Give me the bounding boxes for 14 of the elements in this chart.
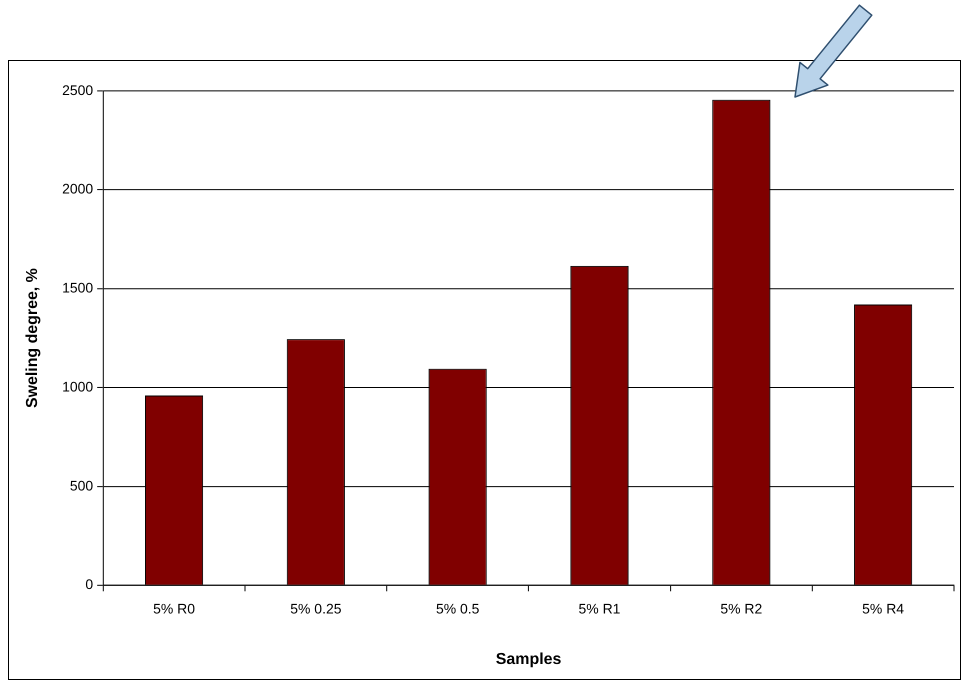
x-axis-title: Samples bbox=[496, 650, 562, 668]
y-tick-label: 500 bbox=[70, 477, 94, 494]
y-tick-label: 2500 bbox=[62, 82, 94, 98]
x-tick-label: 5% 0.5 bbox=[436, 600, 480, 616]
x-tick-label: 5% R1 bbox=[578, 600, 621, 616]
y-tick-label: 1000 bbox=[62, 378, 94, 394]
y-tick-label: 2000 bbox=[62, 180, 94, 197]
x-tick-label: 5% R0 bbox=[153, 600, 196, 616]
y-tick-label: 1500 bbox=[62, 280, 94, 296]
x-tick-label: 5% R4 bbox=[862, 600, 904, 616]
y-tick-label: 0 bbox=[85, 576, 94, 592]
x-tick-label: 5% R2 bbox=[720, 600, 762, 616]
x-tick-label: 5% 0.25 bbox=[290, 600, 342, 616]
y-axis-title: Sweling degree, % bbox=[24, 268, 41, 408]
